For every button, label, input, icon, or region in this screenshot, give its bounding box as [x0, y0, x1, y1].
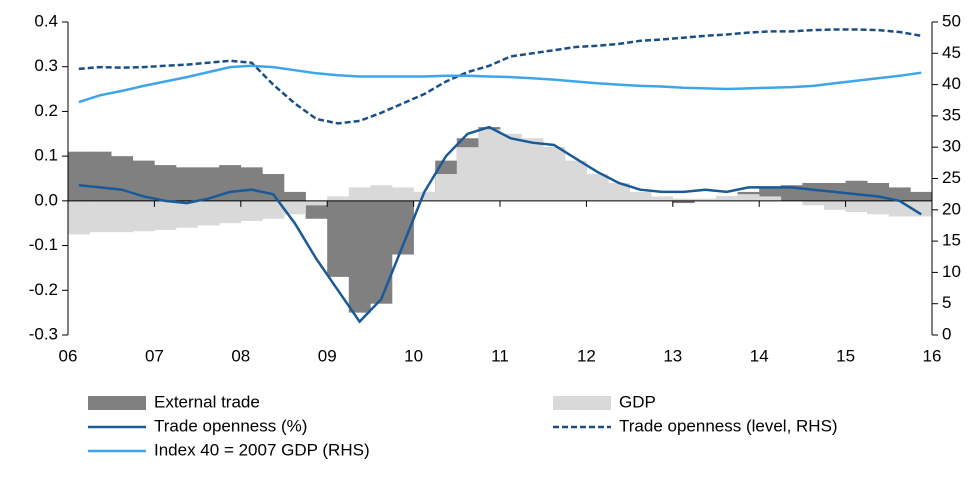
bar	[132, 200, 155, 232]
bar	[478, 129, 501, 201]
legend-swatch	[88, 396, 146, 410]
bar	[111, 200, 134, 233]
bar	[910, 191, 933, 201]
bar	[521, 138, 544, 201]
y-tick-label: 0.0	[34, 190, 58, 209]
x-tick-label: 09	[318, 346, 337, 365]
bar	[284, 191, 306, 201]
y-tick-label: 0.1	[34, 146, 58, 165]
bar	[154, 200, 177, 230]
x-tick-label: 15	[836, 346, 855, 365]
bar	[262, 200, 285, 219]
bar	[845, 180, 868, 201]
bar	[89, 200, 112, 233]
legend-swatch	[553, 396, 611, 410]
bar	[802, 200, 825, 206]
bar	[608, 182, 630, 201]
x-tick-label: 10	[404, 346, 423, 365]
bar	[348, 200, 371, 313]
bar	[651, 196, 674, 201]
bar	[845, 200, 868, 213]
bar	[305, 200, 328, 206]
y2-tick-label: 15	[942, 231, 961, 250]
y2-tick-label: 10	[942, 262, 961, 281]
y-tick-label: -0.2	[29, 280, 58, 299]
bar	[824, 200, 846, 210]
bar	[89, 151, 112, 201]
x-tick-label: 07	[145, 346, 164, 365]
bar	[888, 200, 911, 217]
bar	[68, 151, 90, 201]
bar	[910, 200, 933, 217]
bar	[888, 187, 911, 201]
x-tick-label: 13	[663, 346, 682, 365]
legend-label: Trade openness (%)	[154, 416, 307, 435]
y2-tick-label: 50	[942, 11, 961, 30]
x-tick-label: 11	[491, 346, 509, 365]
legend-label: GDP	[619, 392, 656, 411]
y-tick-label: 0.4	[34, 11, 58, 30]
bar	[327, 200, 350, 277]
bar	[694, 198, 717, 201]
x-tick-label: 08	[231, 346, 250, 365]
line	[78, 64, 922, 104]
y-tick-label: -0.1	[29, 235, 58, 254]
y2-tick-label: 30	[942, 137, 961, 156]
bar	[197, 200, 220, 226]
bar	[413, 191, 436, 201]
y2-tick-label: 40	[942, 74, 961, 93]
x-tick-label: 06	[59, 346, 78, 365]
bar	[392, 200, 414, 255]
bar	[132, 160, 155, 201]
bar	[68, 200, 90, 235]
y-tick-label: -0.3	[29, 324, 58, 343]
bar	[176, 167, 198, 201]
y-tick-label: 0.2	[34, 101, 58, 120]
line	[78, 125, 922, 324]
bar	[240, 167, 263, 201]
bar	[262, 174, 285, 201]
bar	[500, 133, 522, 201]
bar	[456, 147, 479, 201]
bar	[802, 182, 825, 201]
bar	[867, 200, 890, 215]
y2-tick-label: 35	[942, 105, 961, 124]
legend-label: Index 40 = 2007 GDP (RHS)	[154, 440, 370, 459]
bar	[154, 165, 177, 201]
bar	[672, 198, 695, 201]
y2-tick-label: 45	[942, 43, 961, 62]
legend-label: Trade openness (level, RHS)	[619, 416, 838, 435]
bar	[672, 200, 695, 204]
y2-tick-label: 25	[942, 168, 961, 187]
bar	[348, 187, 371, 201]
bar	[564, 160, 587, 201]
bar	[435, 174, 458, 201]
line	[78, 28, 922, 125]
bar	[176, 200, 198, 228]
bar	[716, 196, 738, 201]
y-tick-label: 0.3	[34, 56, 58, 75]
bar	[197, 167, 220, 201]
x-tick-label: 16	[923, 346, 942, 365]
y2-tick-label: 0	[942, 324, 951, 343]
bar	[392, 187, 414, 201]
x-tick-label: 14	[750, 346, 769, 365]
bar	[111, 156, 134, 201]
legend-label: External trade	[154, 392, 260, 411]
y2-tick-label: 20	[942, 199, 961, 218]
bar	[586, 174, 609, 201]
bar	[284, 200, 306, 215]
bar	[370, 200, 393, 304]
bar	[327, 196, 350, 201]
x-tick-label: 12	[577, 346, 596, 365]
bar	[543, 147, 566, 201]
y2-tick-label: 5	[942, 293, 951, 312]
bar	[219, 200, 242, 224]
bar	[370, 185, 393, 201]
bar	[629, 191, 652, 201]
bar	[737, 194, 760, 201]
bar	[759, 196, 782, 201]
bar	[240, 200, 263, 221]
